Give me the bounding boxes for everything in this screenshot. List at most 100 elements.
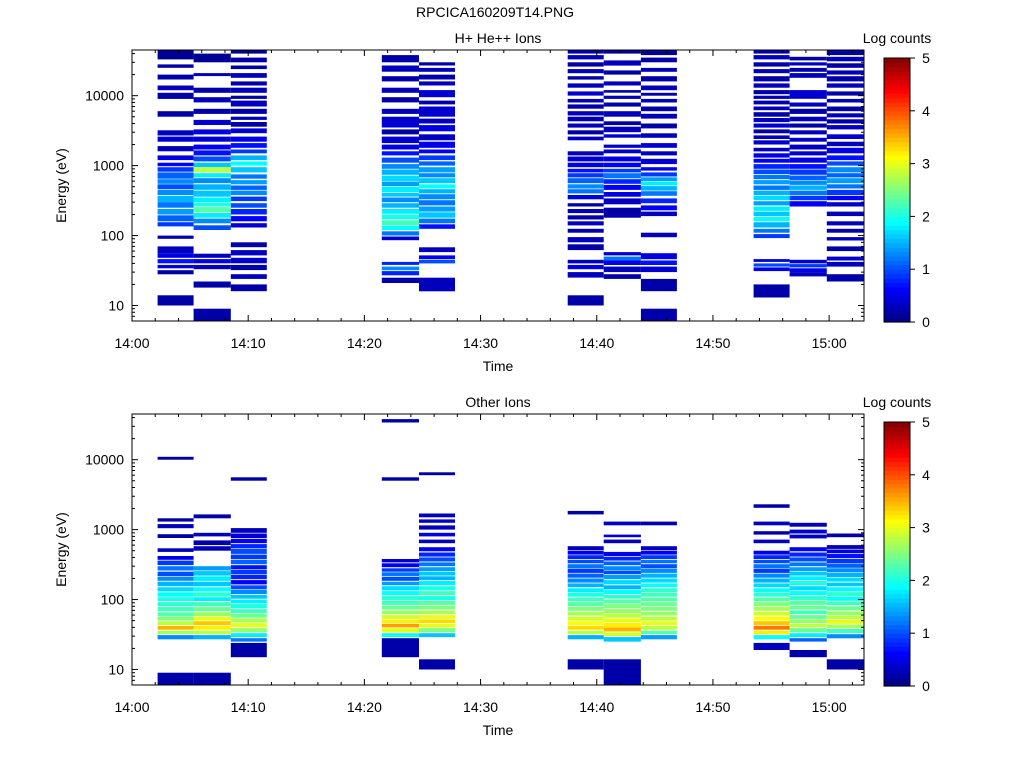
heatmap-cell <box>230 528 267 533</box>
heatmap-cell <box>789 144 827 150</box>
heatmap-cell <box>567 116 604 122</box>
heatmap-cell <box>193 202 231 207</box>
heatmap-cell <box>640 555 677 559</box>
heatmap-cell <box>753 69 790 74</box>
heatmap-cell <box>640 546 677 551</box>
colorbar-segment <box>884 615 910 621</box>
colorbar-segment <box>884 435 910 441</box>
heatmap-cell <box>753 578 790 583</box>
heatmap-cell <box>753 642 790 650</box>
colorbar-segment <box>884 589 910 595</box>
heatmap-cell <box>157 215 194 222</box>
heatmap-cell <box>419 100 455 105</box>
colorbar-segment <box>884 611 910 617</box>
heatmap-cell <box>567 168 604 173</box>
heatmap-cell <box>419 200 455 206</box>
heatmap-cell <box>419 155 455 161</box>
heatmap-cell <box>419 610 455 615</box>
heatmap-cell <box>193 156 231 162</box>
heatmap-cell <box>753 263 790 267</box>
heatmap-cell <box>603 111 641 117</box>
heatmap-cell <box>826 237 864 241</box>
time-column <box>381 419 419 658</box>
heatmap-cell <box>230 585 267 590</box>
heatmap-cell <box>753 135 790 139</box>
heatmap-cell <box>640 211 677 217</box>
colorbar-segment <box>884 273 910 279</box>
heatmap-cell <box>157 74 194 80</box>
heatmap-cell <box>603 184 641 190</box>
heatmap-cell <box>381 175 419 182</box>
heatmap-cell <box>157 607 194 612</box>
heatmap-cell <box>419 539 455 544</box>
heatmap-cell <box>567 173 604 178</box>
colorbar-segment <box>884 540 910 546</box>
heatmap-cell <box>193 621 231 626</box>
heatmap-cell <box>789 259 827 264</box>
y-axis-label: Energy (eV) <box>53 512 69 587</box>
x-tick-label: 14:40 <box>579 335 614 351</box>
heatmap-cell <box>419 591 455 596</box>
heatmap-cell <box>826 596 864 601</box>
heatmap-cell <box>419 586 455 591</box>
colorbar-segment <box>884 554 910 559</box>
heatmap-cell <box>640 98 677 103</box>
heatmap-cell <box>789 169 827 175</box>
heatmap-cell <box>381 596 419 601</box>
heatmap-cell <box>567 189 604 194</box>
colorbar-segment <box>884 304 910 310</box>
heatmap-cell <box>567 55 604 60</box>
heatmap-cell <box>419 67 455 72</box>
heatmap-cell <box>826 553 864 559</box>
heatmap-cell <box>193 587 231 592</box>
heatmap-cell <box>640 85 677 91</box>
heatmap-cell <box>753 195 790 201</box>
time-column <box>603 50 641 279</box>
y-tick-label: 10 <box>108 297 124 313</box>
heatmap-cell <box>567 625 604 630</box>
colorbar-segment <box>884 518 910 524</box>
heatmap-cell <box>230 143 267 148</box>
panel-title: H+ He++ Ions <box>455 30 542 46</box>
heatmap-cell <box>230 73 267 78</box>
heatmap-cell <box>157 111 194 117</box>
heatmap-cell <box>193 625 231 630</box>
colorbar-segment <box>884 545 910 551</box>
heatmap-cell <box>193 144 231 150</box>
heatmap-cell <box>381 197 419 203</box>
colorbar-segment <box>884 119 910 125</box>
heatmap-cell <box>157 235 194 239</box>
heatmap-cell <box>381 108 419 114</box>
panel-title: Other Ions <box>465 394 530 410</box>
heatmap-cell <box>230 559 267 565</box>
heatmap-cell <box>826 91 864 96</box>
heatmap-cell <box>789 62 827 66</box>
heatmap-cell <box>157 524 194 529</box>
heatmap-cell <box>567 228 604 233</box>
heatmap-cell <box>789 567 827 572</box>
heatmap-cell <box>753 564 790 569</box>
x-axis-label: Time <box>483 358 514 374</box>
colorbar-tick-label: 2 <box>922 208 930 224</box>
heatmap-cell <box>419 525 455 530</box>
heatmap-cell <box>230 548 267 554</box>
colorbar-segment <box>884 514 910 520</box>
heatmap-cell <box>193 225 231 230</box>
heatmap-cell <box>230 590 267 594</box>
heatmap-cell <box>381 633 419 638</box>
heatmap-cell <box>826 155 864 161</box>
heatmap-cell <box>826 606 864 611</box>
heatmap-cell <box>567 630 604 635</box>
heatmap-cell <box>567 221 604 226</box>
x-tick-label: 14:40 <box>579 699 614 715</box>
colorbar-segment <box>884 633 910 639</box>
heatmap-cell <box>419 149 455 154</box>
heatmap-cell <box>567 592 604 597</box>
heatmap-cell <box>753 180 790 185</box>
heatmap-cell <box>157 635 194 640</box>
plot-frame <box>131 49 865 322</box>
heatmap-cell <box>826 50 864 56</box>
colorbar-segment <box>884 207 910 213</box>
heatmap-cell <box>753 592 790 597</box>
